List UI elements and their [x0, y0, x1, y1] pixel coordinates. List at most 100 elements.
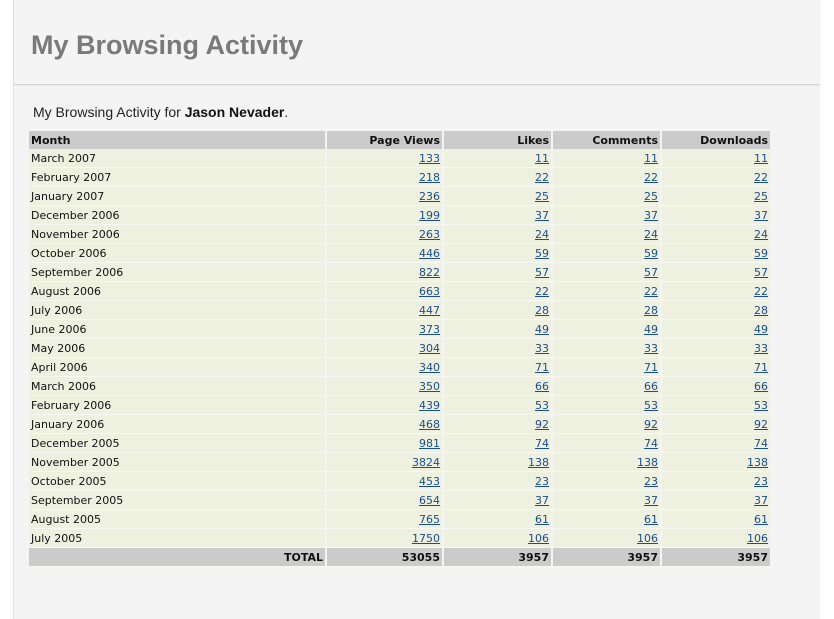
downloads-link[interactable]: 61 — [754, 512, 768, 526]
downloads-link[interactable]: 22 — [754, 284, 768, 298]
page-views-link[interactable]: 263 — [419, 227, 440, 241]
page-views-link[interactable]: 304 — [419, 341, 440, 355]
comments-cell: 28 — [552, 300, 662, 320]
comments-link[interactable]: 53 — [644, 398, 658, 412]
likes-cell: 25 — [443, 186, 553, 206]
likes-link[interactable]: 57 — [535, 265, 549, 279]
likes-link[interactable]: 66 — [535, 379, 549, 393]
page-views-link[interactable]: 446 — [419, 246, 440, 260]
likes-link[interactable]: 74 — [535, 436, 549, 450]
likes-cell: 106 — [443, 528, 553, 548]
downloads-link[interactable]: 37 — [754, 493, 768, 507]
likes-link[interactable]: 92 — [535, 417, 549, 431]
page-views-link[interactable]: 218 — [419, 170, 440, 184]
page-views-link[interactable]: 1750 — [412, 531, 440, 545]
month-cell: September 2006 — [29, 262, 327, 282]
comments-link[interactable]: 24 — [644, 227, 658, 241]
likes-link[interactable]: 106 — [528, 531, 549, 545]
comments-link[interactable]: 25 — [644, 189, 658, 203]
downloads-link[interactable]: 138 — [747, 455, 768, 469]
downloads-link[interactable]: 23 — [754, 474, 768, 488]
page-views-link[interactable]: 133 — [419, 151, 440, 165]
downloads-link[interactable]: 71 — [754, 360, 768, 374]
comments-link[interactable]: 22 — [644, 170, 658, 184]
comments-link[interactable]: 37 — [644, 208, 658, 222]
page-views-link[interactable]: 340 — [419, 360, 440, 374]
comments-link[interactable]: 59 — [644, 246, 658, 260]
downloads-link[interactable]: 24 — [754, 227, 768, 241]
likes-cell: 22 — [443, 167, 553, 187]
comments-link[interactable]: 92 — [644, 417, 658, 431]
page-views-link[interactable]: 663 — [419, 284, 440, 298]
likes-link[interactable]: 71 — [535, 360, 549, 374]
comments-link[interactable]: 28 — [644, 303, 658, 317]
comments-link[interactable]: 106 — [637, 531, 658, 545]
downloads-link[interactable]: 74 — [754, 436, 768, 450]
page-views-link[interactable]: 3824 — [412, 455, 440, 469]
downloads-cell: 28 — [661, 300, 770, 320]
intro-suffix: . — [284, 104, 289, 120]
page-views-link[interactable]: 439 — [419, 398, 440, 412]
comments-link[interactable]: 11 — [644, 151, 658, 165]
page-views-link[interactable]: 654 — [419, 493, 440, 507]
comments-link[interactable]: 138 — [637, 455, 658, 469]
downloads-link[interactable]: 59 — [754, 246, 768, 260]
downloads-link[interactable]: 49 — [754, 322, 768, 336]
likes-cell: 74 — [443, 433, 553, 453]
column-header-likes: Likes — [443, 131, 553, 149]
likes-link[interactable]: 37 — [535, 493, 549, 507]
downloads-link[interactable]: 25 — [754, 189, 768, 203]
likes-link[interactable]: 22 — [535, 170, 549, 184]
comments-link[interactable]: 57 — [644, 265, 658, 279]
likes-link[interactable]: 37 — [535, 208, 549, 222]
comments-link[interactable]: 71 — [644, 360, 658, 374]
page-views-link[interactable]: 447 — [419, 303, 440, 317]
downloads-link[interactable]: 106 — [747, 531, 768, 545]
downloads-link[interactable]: 28 — [754, 303, 768, 317]
page-views-link[interactable]: 453 — [419, 474, 440, 488]
page-views-link[interactable]: 350 — [419, 379, 440, 393]
total-comments: 3957 — [552, 547, 662, 567]
likes-link[interactable]: 25 — [535, 189, 549, 203]
page-views-link[interactable]: 981 — [419, 436, 440, 450]
downloads-link[interactable]: 92 — [754, 417, 768, 431]
likes-link[interactable]: 23 — [535, 474, 549, 488]
page-views-link[interactable]: 236 — [419, 189, 440, 203]
comments-link[interactable]: 23 — [644, 474, 658, 488]
comments-link[interactable]: 61 — [644, 512, 658, 526]
likes-link[interactable]: 59 — [535, 246, 549, 260]
downloads-link[interactable]: 57 — [754, 265, 768, 279]
page-views-link[interactable]: 765 — [419, 512, 440, 526]
table-row: March 2006 350 66 66 66 — [29, 376, 770, 396]
likes-link[interactable]: 53 — [535, 398, 549, 412]
likes-link[interactable]: 24 — [535, 227, 549, 241]
likes-link[interactable]: 28 — [535, 303, 549, 317]
page-views-link[interactable]: 822 — [419, 265, 440, 279]
comments-link[interactable]: 33 — [644, 341, 658, 355]
table-row: November 2006 263 24 24 24 — [29, 224, 770, 244]
downloads-link[interactable]: 33 — [754, 341, 768, 355]
page-views-link[interactable]: 468 — [419, 417, 440, 431]
downloads-link[interactable]: 66 — [754, 379, 768, 393]
downloads-link[interactable]: 53 — [754, 398, 768, 412]
views-cell: 236 — [326, 186, 444, 206]
downloads-cell: 25 — [661, 186, 770, 206]
comments-link[interactable]: 49 — [644, 322, 658, 336]
likes-link[interactable]: 138 — [528, 455, 549, 469]
downloads-link[interactable]: 11 — [754, 151, 768, 165]
comments-link[interactable]: 74 — [644, 436, 658, 450]
likes-link[interactable]: 22 — [535, 284, 549, 298]
comments-link[interactable]: 22 — [644, 284, 658, 298]
likes-link[interactable]: 61 — [535, 512, 549, 526]
likes-cell: 24 — [443, 224, 553, 244]
page-views-link[interactable]: 373 — [419, 322, 440, 336]
table-row: July 2005 1750 106 106 106 — [29, 528, 770, 548]
downloads-link[interactable]: 22 — [754, 170, 768, 184]
downloads-link[interactable]: 37 — [754, 208, 768, 222]
comments-link[interactable]: 66 — [644, 379, 658, 393]
likes-link[interactable]: 33 — [535, 341, 549, 355]
likes-link[interactable]: 49 — [535, 322, 549, 336]
likes-link[interactable]: 11 — [535, 151, 549, 165]
page-views-link[interactable]: 199 — [419, 208, 440, 222]
comments-link[interactable]: 37 — [644, 493, 658, 507]
